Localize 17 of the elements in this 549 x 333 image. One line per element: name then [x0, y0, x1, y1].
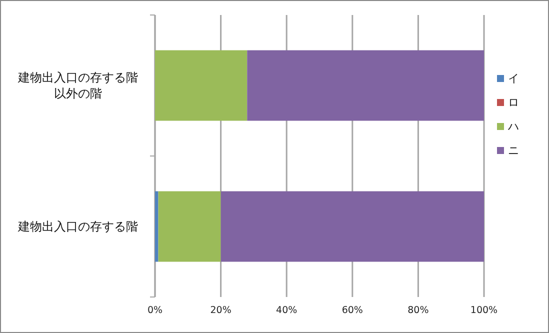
- x-tick-label: 100%: [470, 305, 498, 316]
- legend-label: イ: [508, 72, 519, 85]
- legend-label: ハ: [507, 120, 519, 133]
- bar: [155, 191, 158, 262]
- legend-label: ロ: [508, 96, 519, 109]
- x-tick-label: 80%: [408, 305, 429, 316]
- y-tick-label: 建物出入口の存する階: [17, 220, 138, 234]
- legend-label: ニ: [508, 144, 519, 157]
- x-tick-label: 40%: [276, 305, 298, 316]
- x-tick-label: 20%: [210, 305, 232, 316]
- x-tick-label: 0%: [147, 305, 163, 316]
- bar: [247, 50, 484, 121]
- bar: [155, 50, 248, 121]
- y-tick-label: 建物出入口の存する階以外の階: [17, 70, 138, 100]
- bar: [220, 191, 484, 262]
- bar: [158, 191, 221, 262]
- x-tick-label: 60%: [342, 305, 363, 316]
